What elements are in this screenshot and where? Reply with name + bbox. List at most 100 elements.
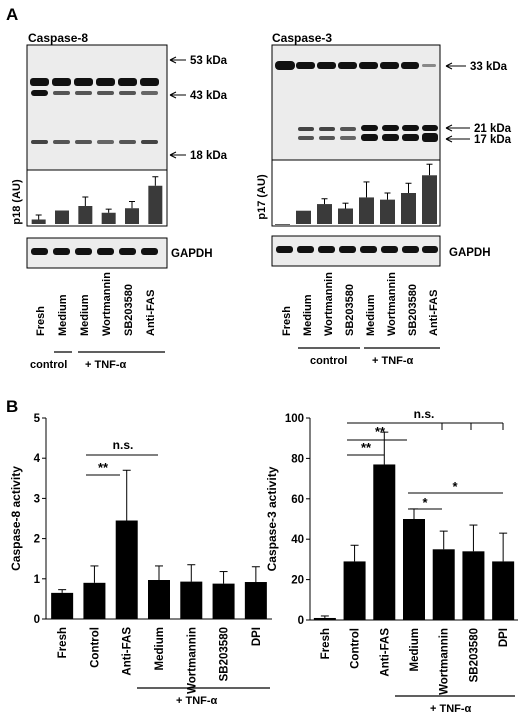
y-tick-label: 20 [291,575,304,587]
c8-significance: ** n.s. [86,438,158,476]
y-tick-label: 1 [34,574,41,586]
y-tick-label: 100 [285,413,304,425]
caspase3-gapdh-label: GAPDH [449,247,491,259]
caspase8-activity-chart: 0 1 2 3 4 5 Caspase-8 activity Fresh Control Anti… [9,413,272,694]
caspase3-marker-33: 33 kDa [445,61,508,73]
c8-lane-label: Medium [57,294,69,336]
c8-lane-label: Anti-FAS [145,290,157,336]
x-tick-label: DPI [498,628,510,647]
caspase3-marker-17: 17 kDa [445,134,512,146]
bar [180,581,203,619]
caspase8-marker-53: 53 kDa [169,55,228,67]
density-bar [422,175,437,224]
caspase8-gapdh-blot [26,237,168,269]
caspase8-gapdh-label: GAPDH [171,248,213,260]
density-bar [275,224,290,225]
caspase3-marker-17-label: 17 kDa [474,134,512,146]
c3-sig-mark: n.s. [414,407,435,421]
caspase3-marker-33-label: 33 kDa [470,61,508,73]
density-bar [401,193,416,224]
y-tick-label: 5 [34,413,41,425]
caspase8-marker-18-label: 18 kDa [190,150,228,162]
bar [51,592,74,619]
bar [343,561,366,620]
bar [462,551,485,620]
caspase3-ylabel: p17 (AU) [256,174,268,220]
c3-sig-mark: ** [361,440,372,455]
x-tick-label: Medium [409,628,421,671]
caspase8-title: Caspase-8 [28,31,88,45]
bar [313,617,336,620]
y-tick-label: 0 [298,615,304,627]
y-tick-label: 4 [34,453,41,465]
density-bar [296,210,311,224]
x-tick-label: SB203580 [468,628,480,682]
caspase8-marker-53-label: 53 kDa [190,55,228,67]
density-bar [55,210,69,224]
y-tick-label: 3 [34,493,40,505]
caspase3-lane-labels: Fresh Medium Wortmannin SB203580 Medium … [281,272,440,336]
caspase8-marker-43-label: 43 kDa [190,90,228,102]
density-bar [380,199,395,224]
caspase3-marker-21: 21 kDa [445,123,512,135]
y-tick-label: 2 [34,534,40,546]
c3-significance: ** ** n.s. * * [347,407,504,510]
c3-group-tnf: + TNF-α [372,355,414,367]
x-tick-label: Wortmannin [186,627,198,694]
x-tick-label: Fresh [57,627,69,658]
caspase3-blot [271,44,441,161]
bar [373,464,396,620]
bar [212,583,235,619]
x-tick-label: SB203580 [219,627,231,681]
density-bar [338,208,353,224]
c8-group-control: control [30,359,67,371]
c8-lane-label: SB203580 [123,284,135,336]
c3-activity-tnf-label: + TNF-α [430,703,472,715]
x-tick-label: DPI [251,627,263,646]
c3-lane-label: Fresh [281,306,293,336]
x-tick-label: Anti-FAS [379,628,391,677]
bar [115,520,138,619]
bar [432,549,455,620]
c3-sig-mark: * [422,495,428,510]
y-axis-label: Caspase-8 activity [9,466,23,571]
caspase8-lane-labels: Fresh Medium Medium Wortmannin SB203580 … [35,272,157,336]
bar [492,561,515,620]
panel-a-label: A [6,5,18,24]
x-tick-label: Wortmannin [439,628,451,695]
caspase8-marker-18: 18 kDa [169,150,228,162]
x-tick-label: Control [89,627,101,668]
c8-sig-mark: ** [98,460,109,475]
density-bar [148,185,163,224]
c8-lane-label: Wortmannin [101,272,113,336]
c8-lane-label: Fresh [35,306,47,336]
c3-lane-label: Anti-FAS [428,290,440,336]
c3-lane-label: Wortmannin [386,272,398,336]
density-bar [101,212,116,224]
caspase8-blot [26,44,168,171]
c8-group-tnf: + TNF-α [85,359,127,371]
caspase8-ylabel: p18 (AU) [11,179,23,225]
density-bar [78,206,93,224]
c8-activity-tnf-label: + TNF-α [176,695,218,707]
c3-sig-mark: ** [375,424,386,439]
y-tick-label: 60 [291,494,304,506]
c3-lane-label: Medium [302,294,314,336]
c3-sig-mark: * [452,479,458,494]
density-bar [31,219,46,224]
c8-lane-label: Medium [79,294,91,336]
c3-lane-label: SB203580 [344,284,356,336]
x-tick-label: Medium [154,627,166,670]
caspase8-marker-43: 43 kDa [169,90,228,102]
y-tick-label: 80 [291,453,304,465]
caspase3-gapdh-blot [271,235,441,267]
y-tick-label: 40 [291,534,304,546]
panel-b-label: B [6,397,18,416]
caspase3-densitometry [271,159,441,227]
c3-lane-label: Medium [365,294,377,336]
bar [403,519,425,620]
density-bar [125,208,139,224]
c8-sig-mark: n.s. [113,438,134,452]
c3-lane-label: Wortmannin [323,272,335,336]
